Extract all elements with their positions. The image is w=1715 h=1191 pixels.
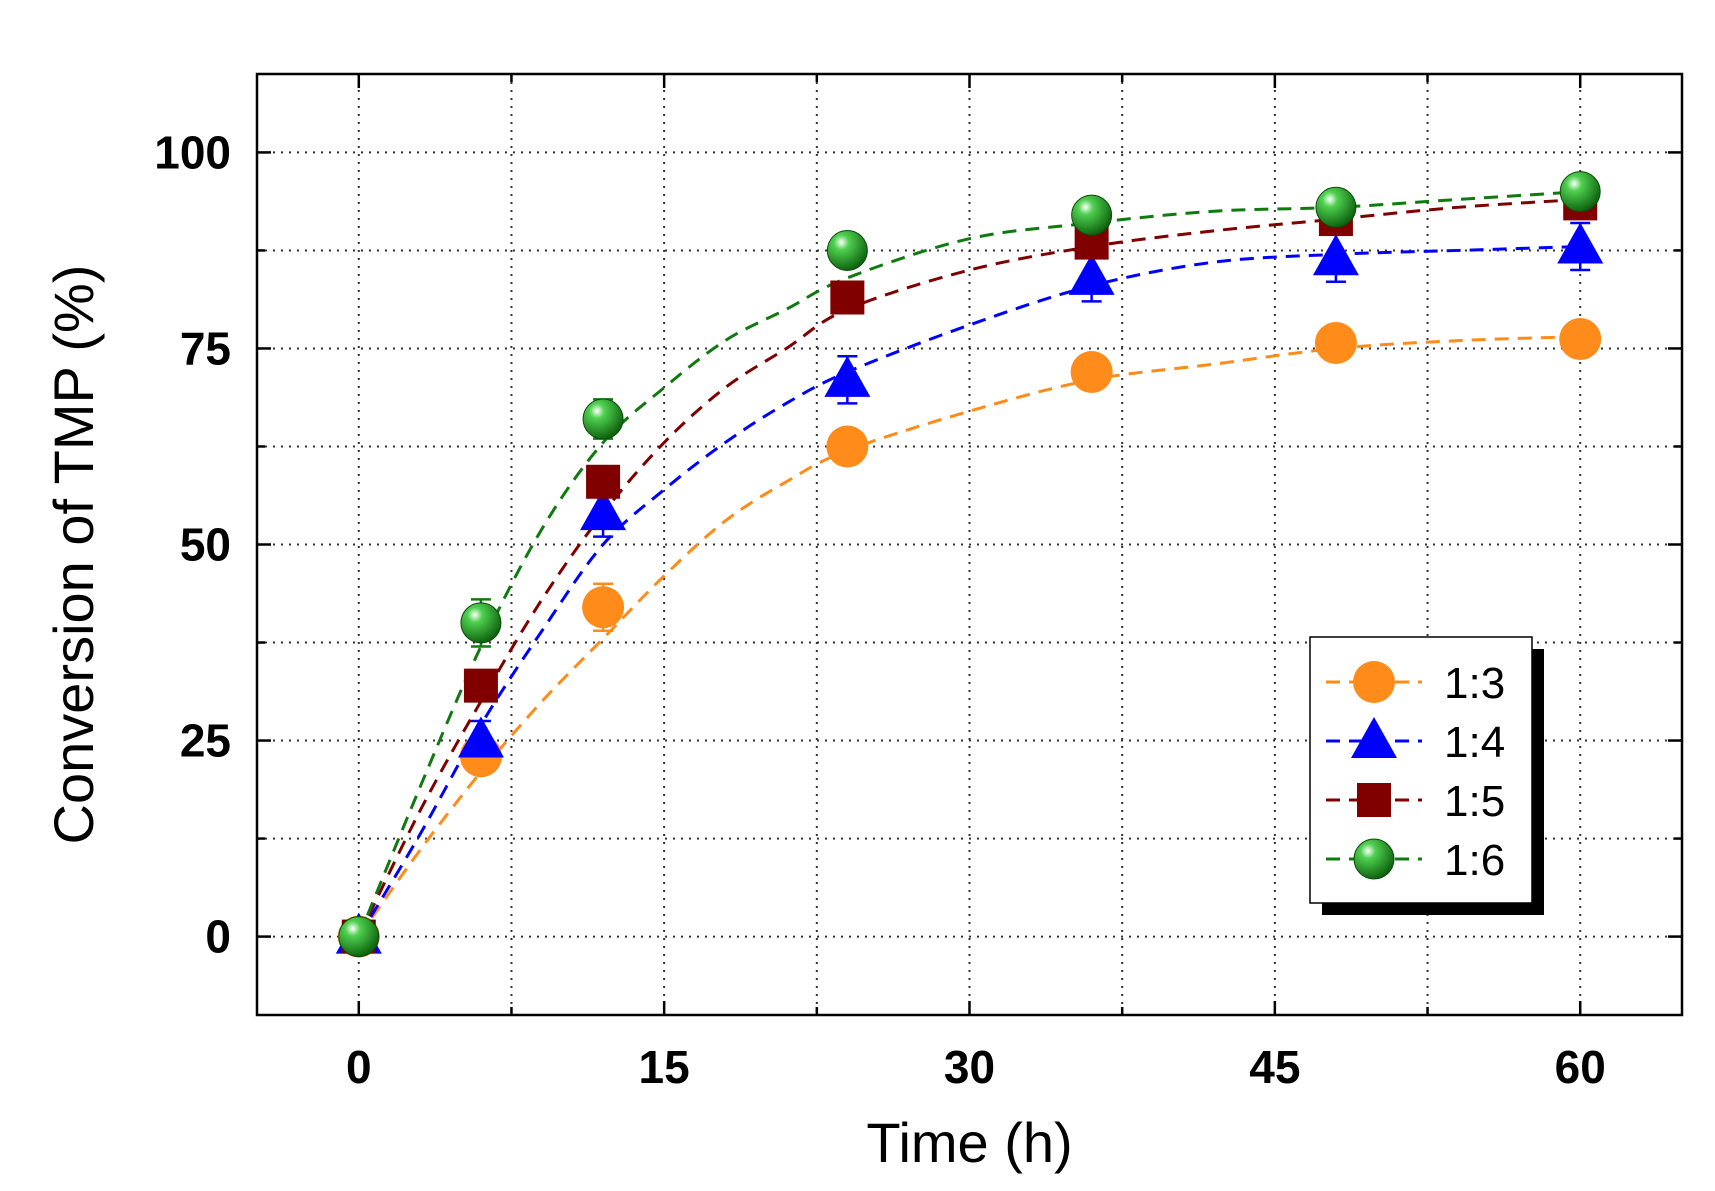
y-tick-label: 25 (180, 715, 231, 767)
x-tick-label: 60 (1555, 1041, 1606, 1093)
legend-label-1-4: 1:4 (1444, 718, 1505, 767)
fit-curve-1-3 (357, 335, 1581, 938)
tick-labels: 0 15 30 45 60 0 25 50 75 100 (154, 126, 1606, 1093)
legend-label-1-6: 1:6 (1444, 836, 1505, 885)
x-tick-label: 0 (346, 1041, 372, 1093)
legend-marker-1-3 (1353, 661, 1395, 703)
data-point-1-3 (1559, 318, 1602, 361)
data-point-1-4 (1068, 253, 1115, 295)
legend: 1:3 1:4 1:5 1:6 (1309, 636, 1544, 915)
data-point-1-6 (582, 398, 624, 440)
legend-label-1-5: 1:5 (1444, 777, 1505, 826)
legend-label-1-3: 1:3 (1444, 659, 1505, 708)
legend-marker-1-6 (1353, 838, 1395, 880)
legend-marker-1-4 (1351, 717, 1397, 758)
fit-curve-1-4 (357, 245, 1581, 938)
data-point-1-6 (1071, 194, 1113, 236)
fit-curve-1-6 (357, 190, 1581, 938)
data-point-1-4 (457, 716, 504, 758)
data-point-1-3 (582, 586, 625, 629)
data-point-1-4 (580, 489, 627, 531)
data-markers (335, 171, 1604, 958)
data-point-1-6 (338, 916, 380, 958)
x-tick-label: 30 (944, 1041, 995, 1093)
data-point-1-5 (463, 668, 498, 703)
y-tick-label: 0 (205, 911, 231, 963)
x-tick-label: 15 (639, 1041, 690, 1093)
legend-items: 1:3 1:4 1:5 1:6 (1326, 659, 1505, 885)
data-point-1-5 (830, 280, 865, 315)
data-point-1-4 (1312, 234, 1359, 276)
data-point-1-4 (1557, 222, 1604, 264)
data-point-1-3 (1314, 321, 1357, 364)
data-point-1-6 (1315, 186, 1357, 228)
data-point-1-6 (826, 229, 868, 271)
data-point-1-4 (824, 355, 871, 397)
data-point-1-3 (1070, 350, 1113, 393)
legend-marker-1-5 (1357, 783, 1391, 817)
data-point-1-6 (460, 602, 502, 644)
y-tick-label: 50 (180, 519, 231, 571)
x-axis-title: Time (h) (866, 1111, 1072, 1174)
legend-item-1-3: 1:3 (1326, 659, 1505, 708)
data-point-1-6 (1559, 171, 1601, 213)
legend-item-1-4: 1:4 (1326, 717, 1505, 767)
x-tick-label: 45 (1249, 1041, 1300, 1093)
y-axis-title: Conversion of TMP (%) (42, 265, 105, 845)
legend-item-1-6: 1:6 (1326, 836, 1505, 885)
axis-ticks (257, 74, 1682, 1015)
y-tick-label: 75 (180, 322, 231, 374)
legend-item-1-5: 1:5 (1326, 777, 1505, 826)
y-tick-label: 100 (154, 126, 231, 178)
data-point-1-5 (586, 464, 621, 499)
data-point-1-3 (826, 425, 869, 468)
